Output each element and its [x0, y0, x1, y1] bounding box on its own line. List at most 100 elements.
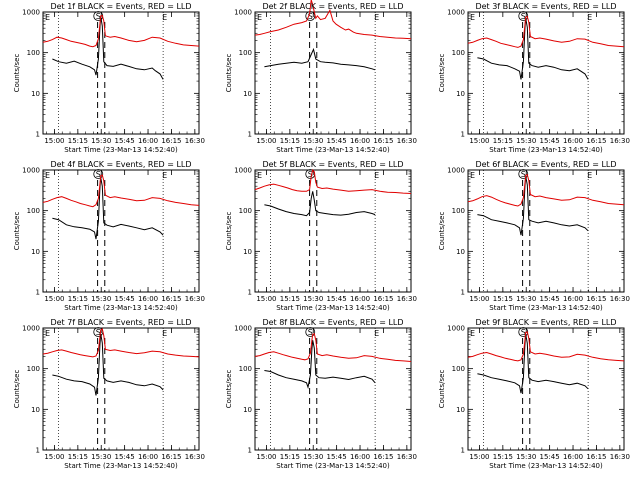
x-tick-label: 16:00: [138, 453, 158, 461]
x-axis-label: Start Time (23-Mar-13 14:52:40): [489, 304, 603, 312]
series-line-events: [52, 177, 164, 240]
series-line-events: [264, 47, 376, 71]
y-tick-label: 1000: [22, 9, 40, 17]
start-marker-circle: [93, 169, 104, 179]
y-tick-label: 100: [452, 207, 465, 215]
x-tick-label: 16:00: [563, 295, 583, 303]
x-tick-label: 16:15: [586, 295, 606, 303]
x-tick-label: 16:30: [397, 453, 417, 461]
panel-4: 1 10 100 1000 15:00 15:15 15:30 15:45 16:00 16:15…: [13, 160, 205, 312]
y-tick-label: 1000: [234, 9, 252, 17]
x-tick-label: 16:00: [350, 453, 370, 461]
panel-title: Det 1f BLACK = Events, RED = LLD: [50, 2, 191, 11]
x-tick-label: 16:15: [161, 453, 181, 461]
start-marker-label: S: [308, 170, 313, 179]
plot-frame: [467, 11, 625, 135]
series-line-lld: [254, 0, 412, 40]
plot-frame: [42, 327, 200, 451]
y-tick-label: 10: [456, 90, 465, 98]
start-edge-label: E: [45, 329, 50, 338]
y-tick-label: 10: [456, 406, 465, 414]
x-tick-label: 16:30: [397, 295, 417, 303]
start-edge-label: E: [470, 171, 475, 180]
plot-frame: [254, 11, 412, 135]
y-tick-label: 100: [239, 365, 252, 373]
start-edge-label: E: [257, 171, 262, 180]
end-marker-label: E: [587, 171, 592, 180]
x-tick-label: 16:30: [610, 137, 630, 145]
x-tick-label: 15:15: [68, 295, 88, 303]
x-tick-label: 15:00: [256, 453, 276, 461]
x-tick-label: 15:15: [493, 295, 513, 303]
y-axis-label: Counts/sec: [225, 54, 233, 93]
x-tick-label: 15:30: [303, 295, 323, 303]
panel-5: 1 10 100 1000 15:00 15:15 15:30 15:45 16:00 16:15…: [225, 160, 417, 312]
series-line-lld: [467, 173, 625, 207]
start-edge-label: E: [470, 329, 475, 338]
x-axis-label: Start Time (23-Mar-13 14:52:40): [64, 146, 178, 154]
x-tick-label: 16:00: [350, 295, 370, 303]
y-axis-label: Counts/sec: [13, 370, 21, 409]
y-tick-label: 1000: [234, 167, 252, 175]
y-tick-label: 10: [243, 406, 252, 414]
start-marker-circle: [305, 327, 316, 337]
y-tick-label: 10: [31, 406, 40, 414]
y-tick-label: 100: [239, 49, 252, 57]
x-tick-label: 16:30: [610, 295, 630, 303]
x-tick-label: 15:30: [516, 453, 536, 461]
x-axis-label: Start Time (23-Mar-13 14:52:40): [276, 462, 390, 470]
start-edge-label: E: [257, 13, 262, 22]
x-tick-label: 16:15: [373, 453, 393, 461]
series-line-lld: [467, 15, 625, 48]
y-tick-label: 100: [27, 49, 40, 57]
x-tick-label: 15:45: [540, 137, 560, 145]
plot-frame: [42, 11, 200, 135]
end-marker-label: E: [162, 13, 167, 22]
y-tick-label: 1000: [234, 325, 252, 333]
panel-title: Det 7f BLACK = Events, RED = LLD: [50, 318, 191, 327]
panel-title: Det 2f BLACK = Events, RED = LLD: [262, 2, 403, 11]
x-tick-label: 16:00: [563, 453, 583, 461]
x-tick-label: 16:30: [185, 137, 205, 145]
y-axis-label: Counts/sec: [438, 212, 446, 251]
start-marker-label: S: [308, 12, 313, 21]
y-tick-label: 1: [36, 289, 40, 297]
panel-title: Det 8f BLACK = Events, RED = LLD: [262, 318, 403, 327]
x-tick-label: 16:00: [350, 137, 370, 145]
series-line-events: [477, 176, 589, 236]
panel-3: 1 10 100 1000 15:00 15:15 15:30 15:45 16:00 16:15…: [438, 2, 630, 154]
y-tick-label: 1: [248, 289, 252, 297]
x-tick-label: 16:00: [138, 137, 158, 145]
x-tick-label: 15:00: [469, 453, 489, 461]
y-tick-label: 1000: [447, 9, 465, 17]
y-tick-label: 100: [27, 207, 40, 215]
x-tick-label: 16:15: [373, 137, 393, 145]
plot-frame: [467, 327, 625, 451]
series-line-lld: [467, 331, 625, 362]
x-tick-label: 15:15: [493, 137, 513, 145]
start-marker-circle: [518, 169, 529, 179]
x-tick-label: 15:45: [115, 137, 135, 145]
end-marker-label: E: [374, 329, 379, 338]
series-line-lld: [42, 174, 200, 208]
panel-7: 1 10 100 1000 15:00 15:15 15:30 15:45 16:00 16:15…: [13, 318, 205, 470]
start-marker-label: S: [96, 12, 101, 21]
end-marker-label: E: [162, 171, 167, 180]
y-tick-label: 1000: [447, 325, 465, 333]
series-line-lld: [254, 168, 412, 194]
series-line-events: [52, 16, 164, 80]
x-tick-label: 15:15: [68, 137, 88, 145]
panel-title: Det 5f BLACK = Events, RED = LLD: [262, 160, 403, 169]
y-tick-label: 10: [31, 248, 40, 256]
x-tick-label: 15:00: [44, 137, 64, 145]
x-axis-label: Start Time (23-Mar-13 14:52:40): [489, 146, 603, 154]
series-line-lld: [254, 333, 412, 362]
start-edge-label: E: [470, 13, 475, 22]
x-axis-label: Start Time (23-Mar-13 14:52:40): [489, 462, 603, 470]
x-tick-label: 16:15: [161, 295, 181, 303]
y-tick-label: 1: [461, 447, 465, 455]
x-tick-label: 15:30: [303, 453, 323, 461]
x-tick-label: 15:00: [469, 137, 489, 145]
y-tick-label: 100: [452, 49, 465, 57]
